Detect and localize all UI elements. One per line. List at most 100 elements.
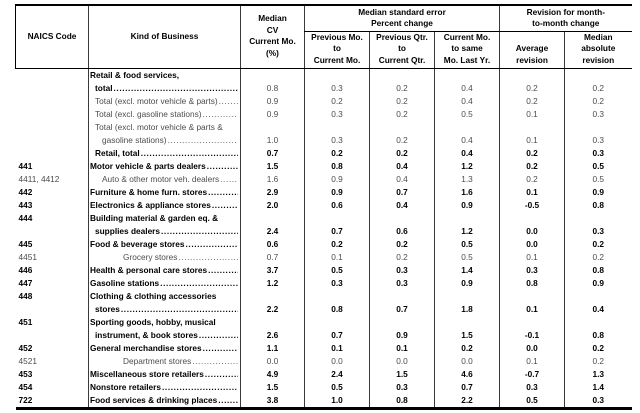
naics-code-cell: 441 — [18, 161, 33, 171]
value-cell: 1.8 — [433, 290, 500, 316]
value-cell: 0.9 — [240, 95, 305, 108]
col-header-line: Current Mo. — [443, 31, 491, 42]
business-label-line: Sporting goods, hobby, musical — [90, 316, 241, 329]
business-label-line: Auto & other motor veh. dealers ........… — [90, 173, 241, 186]
value-cell: 0.2 — [304, 95, 370, 108]
business-label-line: stores .................................… — [90, 303, 241, 316]
business-label: General merchandise stores — [90, 343, 202, 353]
business-label: Nonstore retailers — [90, 382, 162, 392]
naics-code-cell: 447 — [18, 278, 33, 288]
business-label: Health & personal care stores — [90, 265, 208, 275]
value-cell: 0.2 — [433, 342, 500, 355]
business-label-line: Total (excl. gasoline stations) ........… — [90, 108, 241, 121]
business-label: Total (excl. motor vehicle & parts & — [95, 122, 223, 132]
dot-leader: ........................................… — [202, 343, 238, 353]
business-label-line: Building material & garden eq. & — [90, 212, 241, 225]
dot-leader: ........................................… — [185, 239, 238, 249]
table-row: 451 Sporting goods, hobby, musical instrum… — [16, 316, 632, 342]
value-cell: 0.7 — [433, 381, 500, 394]
value-cell: 0.2 — [304, 238, 370, 251]
value-cell: 0.0 — [499, 212, 565, 238]
value-cell: 0.1 — [369, 342, 435, 355]
value-cell: 0.1 — [304, 342, 370, 355]
business-label: Total (excl. motor vehicle & parts) — [95, 96, 218, 106]
kind-of-business-cell: Food services & drinking places ........… — [88, 394, 241, 409]
naics-code-cell: 452 — [18, 343, 33, 353]
value-cell: 2.4 — [240, 212, 305, 238]
table-row: 4451 Grocery stores .....................… — [16, 251, 632, 264]
value-cell: 0.3 — [304, 121, 370, 147]
dot-leader: ........................................… — [204, 369, 238, 379]
business-label-line: Total (excl. motor vehicle & parts & — [90, 121, 241, 134]
col-header-average-revision: Average revision — [499, 31, 565, 69]
value-cell: 0.3 — [564, 212, 632, 238]
business-label: Department stores — [123, 356, 192, 366]
business-label-line: supplies dealers .......................… — [90, 225, 241, 238]
business-label-line: instrument, & book stores ..............… — [90, 329, 241, 342]
table-row: 448 Clothing & clothing accessories stores… — [16, 290, 632, 316]
business-label-line: Retail, total ..........................… — [90, 147, 241, 160]
col-header-current-mo-to-same-mo-last-yr: Current Mo. to same Mo. Last Yr. — [433, 31, 500, 69]
kind-of-business-cell: Retail & food services, total ...........… — [88, 68, 241, 95]
col-header-prev-mo-to-current-mo: Previous Mo. to Current Mo. — [304, 31, 370, 69]
value-cell: -0.7 — [499, 368, 565, 381]
value-cell: 0.3 — [499, 264, 565, 277]
value-cell: 0.1 — [304, 251, 370, 264]
value-cell: 0.4 — [369, 199, 435, 212]
table-row: 454 Nonstore retailers ..................… — [16, 381, 632, 394]
value-cell: 0.9 — [433, 277, 500, 290]
kind-of-business-cell: Retail, total ..........................… — [88, 147, 241, 160]
col-header-kind-of-business: Kind of Business — [88, 5, 241, 69]
value-cell: 2.2 — [433, 394, 500, 409]
value-cell: 0.3 — [564, 121, 632, 147]
col-header-line: to — [398, 43, 406, 53]
value-cell: 0.5 — [433, 251, 500, 264]
value-cell: 0.2 — [564, 238, 632, 251]
business-label: Miscellaneous store retailers — [90, 369, 204, 379]
kind-of-business-cell: Building material & garden eq. & supplies… — [88, 212, 241, 238]
business-label-line: Health & personal care stores ..........… — [90, 264, 241, 277]
kind-of-business-cell: Auto & other motor veh. dealers ........… — [88, 173, 241, 186]
col-header-line: Previous Mo. — [311, 31, 363, 42]
business-label: Retail & food services, — [90, 70, 179, 80]
value-cell: 0.7 — [304, 316, 370, 342]
value-cell: 0.4 — [433, 68, 500, 95]
value-cell: 0.1 — [499, 290, 565, 316]
business-label-line: Gasoline stations ......................… — [90, 277, 241, 290]
value-cell: 0.5 — [304, 264, 370, 277]
value-cell: 1.4 — [433, 264, 500, 277]
value-cell: 1.0 — [304, 394, 370, 409]
kind-of-business-cell: General merchandise stores .............… — [88, 342, 241, 355]
value-cell: 0.1 — [499, 121, 565, 147]
value-cell: 0.0 — [433, 355, 500, 368]
value-cell: 0.3 — [369, 381, 435, 394]
table-row: Retail & food services, total ...........… — [16, 68, 632, 95]
value-cell: 0.1 — [499, 108, 565, 121]
business-label: Grocery stores — [123, 252, 178, 262]
business-label-line: Furniture & home furn. stores ..........… — [90, 186, 241, 199]
value-cell: 4.6 — [433, 368, 500, 381]
table-row: 722 Food services & drinking places .....… — [16, 394, 632, 409]
table-row: 445 Food & beverage stores ..............… — [16, 238, 632, 251]
value-cell: -0.5 — [499, 199, 565, 212]
business-label-line: Grocery stores .........................… — [90, 251, 241, 264]
naics-code-cell: 448 — [18, 291, 33, 301]
kind-of-business-cell: Furniture & home furn. stores ..........… — [88, 186, 241, 199]
business-label: Food services & drinking places — [90, 395, 218, 405]
dot-leader: ........................................… — [140, 148, 238, 158]
dot-leader: ........................................… — [161, 226, 238, 236]
value-cell: 0.4 — [369, 160, 435, 173]
value-cell: 1.2 — [433, 160, 500, 173]
value-cell: 0.9 — [564, 277, 632, 290]
table-row: 4521 Department stores ..................… — [16, 355, 632, 368]
value-cell: 0.2 — [564, 95, 632, 108]
dot-leader: ........................................… — [120, 304, 238, 314]
business-label-line: Clothing & clothing accessories — [90, 290, 241, 303]
naics-code-cell: 442 — [18, 187, 33, 197]
value-cell: 0.2 — [564, 342, 632, 355]
col-header-label: Kind of Business — [130, 31, 199, 42]
value-cell: 0.6 — [240, 238, 305, 251]
business-label-line: Motor vehicle & parts dealers ..........… — [90, 160, 241, 173]
value-cell: 0.8 — [564, 199, 632, 212]
naics-code-cell: 445 — [18, 239, 33, 249]
